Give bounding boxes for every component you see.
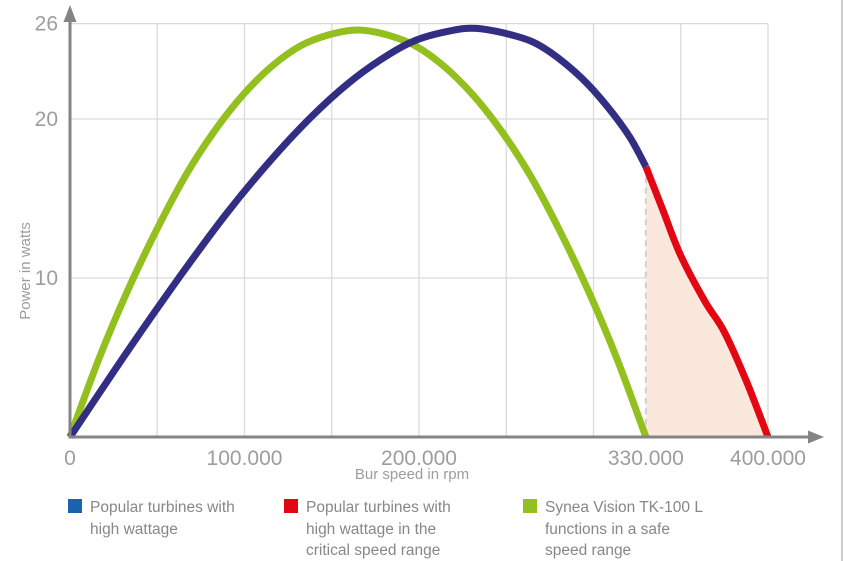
- x-axis-title: Bur speed in rpm: [354, 466, 470, 483]
- legend-item-3: Synea Vision TK-100 L functions in a safe…: [523, 497, 703, 561]
- legend-item-2: Popular turbines with high wattage in the…: [284, 497, 451, 561]
- legend-label-line: functions in a safe: [545, 520, 670, 538]
- legend-swatch-icon: [523, 499, 537, 513]
- legend-label-line: Synea Vision TK-100 L: [545, 499, 703, 516]
- critical-speed-shaded-area: [645, 166, 768, 437]
- legend-label: Popular turbines with high wattage: [90, 497, 235, 540]
- legend-swatch-icon: [284, 499, 298, 513]
- y-tick-label: 10: [35, 267, 58, 290]
- x-tick-label: 400.000: [730, 447, 806, 470]
- x-tick-label: 330.000: [608, 447, 684, 470]
- legend-label-line: high wattage in the: [306, 520, 437, 538]
- y-axis-title: Power in watts: [17, 222, 34, 320]
- legend-label-line: Popular turbines with: [90, 499, 235, 516]
- x-tick-label: 0: [64, 447, 76, 470]
- x-tick-label: 100.000: [207, 447, 283, 470]
- legend-label-line: high wattage: [90, 520, 178, 538]
- x-tick-label: 200.000: [381, 447, 457, 470]
- legend-label-line: Popular turbines with: [306, 499, 451, 516]
- legend-swatch-icon: [68, 499, 82, 513]
- legend-item-1: Popular turbines with high wattage: [68, 497, 235, 540]
- y-tick-label: 20: [35, 108, 58, 131]
- series-curve-2: [67, 24, 649, 439]
- legend-label: Synea Vision TK-100 L functions in a safe…: [545, 497, 703, 561]
- power-speed-chart: 0 100.000 200.000 330.000 400.000 10 20 26: [35, 5, 824, 470]
- legend-label: Popular turbines with high wattage in the…: [306, 497, 451, 561]
- series-curve-3: [642, 165, 772, 439]
- y-axis-arrow-icon: [63, 5, 77, 22]
- legend-label-line: critical speed range: [306, 542, 441, 559]
- x-axis-arrow-icon: [808, 430, 824, 444]
- legend-label-line: speed range: [545, 542, 632, 559]
- series-curve-1: [66, 26, 650, 439]
- y-tick-label: 26: [35, 13, 58, 36]
- chart-legend: Popular turbines with high wattage Popular…: [0, 497, 841, 561]
